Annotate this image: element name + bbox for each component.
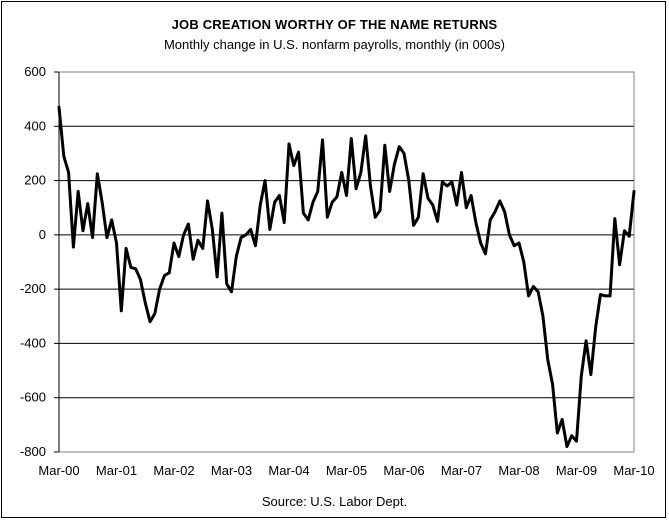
- chart-source: Source: U.S. Labor Dept.: [261, 494, 408, 509]
- x-tick-label: Mar-09: [556, 463, 597, 478]
- y-tick-label: 0: [39, 227, 46, 242]
- x-tick-label: Mar-10: [613, 463, 654, 478]
- y-tick-label: -800: [20, 444, 46, 459]
- y-tick-label: -600: [20, 390, 46, 405]
- x-tick-label: Mar-03: [211, 463, 252, 478]
- y-tick-label: 600: [24, 64, 46, 79]
- x-tick-label: Mar-00: [38, 463, 79, 478]
- chart-subtitle: Monthly change in U.S. nonfarm payrolls,…: [163, 37, 506, 52]
- x-tick-label: Mar-01: [96, 463, 137, 478]
- payrolls-series-line: [57, 105, 636, 449]
- plot-area-border: [58, 71, 635, 453]
- chart-title: JOB CREATION WORTHY OF THE NAME RETURNS: [171, 17, 498, 32]
- y-tick-label: 200: [24, 173, 46, 188]
- x-tick-label: Mar-04: [268, 463, 309, 478]
- x-tick-label: Mar-02: [153, 463, 194, 478]
- x-tick-label: Mar-06: [383, 463, 424, 478]
- y-tick-label: 400: [24, 118, 46, 133]
- y-tick-label: -200: [20, 281, 46, 296]
- x-tick-label: Mar-07: [441, 463, 482, 478]
- x-tick-label: Mar-08: [498, 463, 539, 478]
- x-tick-label: Mar-05: [326, 463, 367, 478]
- y-tick-label: -400: [20, 335, 46, 350]
